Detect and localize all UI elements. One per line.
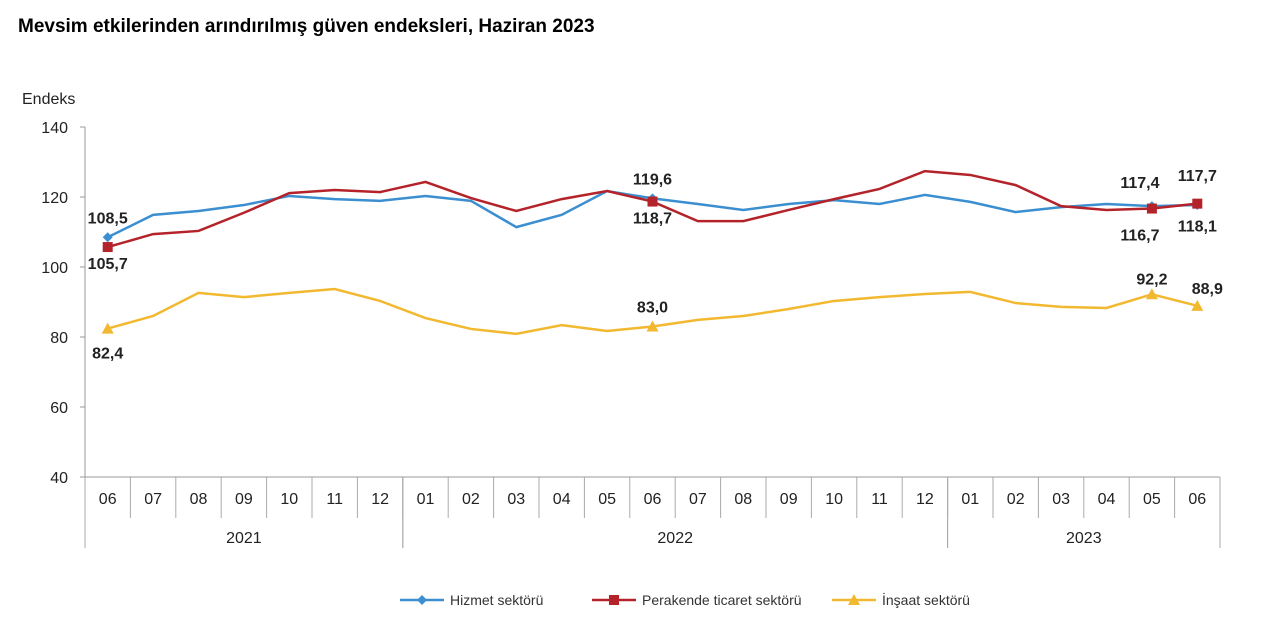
chart-title: Mevsim etkilerinden arındırılmış güven e… [18, 16, 595, 37]
square-marker [647, 196, 658, 207]
y-tick-label: 60 [50, 400, 68, 417]
triangle-marker [1191, 299, 1204, 311]
year-label: 2021 [226, 530, 262, 547]
x-tick-label: 10 [280, 491, 298, 508]
y-tick-label: 140 [41, 120, 68, 137]
data-label: 83,0 [637, 300, 668, 317]
triangle-marker [101, 322, 114, 334]
square-marker [1192, 198, 1203, 209]
y-tick-label: 80 [50, 330, 68, 347]
data-label: 88,9 [1192, 281, 1223, 298]
x-tick-label: 10 [825, 491, 843, 508]
legend-label: Hizmet sektörü [450, 592, 543, 608]
data-label: 117,4 [1120, 175, 1159, 192]
x-tick-label: 07 [689, 491, 707, 508]
x-tick-label: 05 [1143, 491, 1161, 508]
x-tick-label: 07 [144, 491, 162, 508]
x-tick-label: 02 [462, 491, 480, 508]
square-marker [102, 242, 113, 253]
triangle-marker [848, 594, 860, 605]
x-tick-label: 05 [598, 491, 616, 508]
diamond-marker [102, 232, 113, 243]
legend-label: İnşaat sektörü [882, 591, 970, 608]
data-label: 118,7 [633, 211, 672, 228]
triangle-marker [1145, 288, 1158, 300]
x-tick-label: 02 [1007, 491, 1025, 508]
x-tick-label: 12 [371, 491, 389, 508]
x-tick-label: 03 [507, 491, 525, 508]
data-label: 119,6 [633, 171, 672, 188]
x-tick-label: 03 [1052, 491, 1070, 508]
square-marker [1146, 203, 1157, 214]
x-tick-label: 09 [235, 491, 253, 508]
year-label: 2023 [1066, 530, 1102, 547]
data-label: 82,4 [92, 346, 123, 363]
triangle-marker [646, 320, 659, 332]
x-tick-label: 11 [326, 491, 343, 508]
data-label: 116,7 [1120, 228, 1159, 245]
x-tick-label: 06 [99, 491, 117, 508]
x-tick-label: 04 [1098, 491, 1116, 508]
y-tick-label: 100 [41, 260, 68, 277]
x-tick-label: 06 [1188, 491, 1206, 508]
y-tick-label: 40 [50, 470, 68, 487]
x-tick-label: 12 [916, 491, 934, 508]
x-tick-label: 08 [734, 491, 752, 508]
x-tick-label: 08 [190, 491, 208, 508]
y-axis-label: Endeks [22, 91, 75, 108]
data-label: 105,7 [88, 256, 128, 273]
x-tick-label: 04 [553, 491, 571, 508]
x-tick-label: 06 [644, 491, 662, 508]
x-tick-label: 09 [780, 491, 798, 508]
data-label: 92,2 [1136, 271, 1167, 288]
x-tick-label: 01 [417, 491, 435, 508]
year-label: 2022 [657, 530, 693, 547]
x-tick-label: 01 [961, 491, 979, 508]
square-marker [609, 595, 619, 605]
legend-label: Perakende ticaret sektörü [642, 592, 802, 608]
data-label: 117,7 [1178, 168, 1217, 185]
data-label: 108,5 [88, 210, 128, 227]
x-tick-label: 11 [871, 491, 888, 508]
y-tick-label: 120 [41, 190, 68, 207]
diamond-marker [417, 595, 427, 605]
data-label: 118,1 [1178, 219, 1217, 236]
